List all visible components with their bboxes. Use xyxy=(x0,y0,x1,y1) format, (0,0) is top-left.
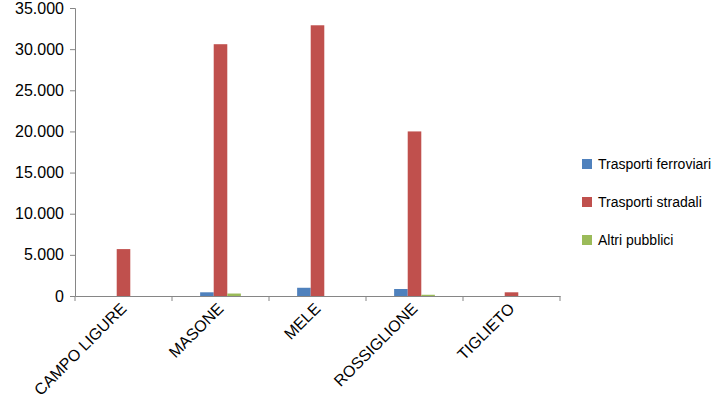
x-separator xyxy=(269,296,270,301)
y-axis: 0 5.000 10.000 15.000 20.000 25.000 30.000 35.0… xyxy=(15,0,75,305)
bar xyxy=(130,296,144,297)
chart: 0 5.000 10.000 15.000 20.000 25.000 30.000 35.0… xyxy=(0,0,717,414)
legend-label: Trasporti stradali xyxy=(598,194,702,210)
legend-item: Trasporti ferroviari xyxy=(582,156,711,172)
legend: Trasporti ferroviari Trasporti stradali Al… xyxy=(582,156,711,248)
bar xyxy=(311,25,325,296)
bar xyxy=(214,44,228,296)
x-tick-label: ROSSIGLIONE xyxy=(331,300,421,390)
bar xyxy=(324,296,338,297)
legend-swatch xyxy=(582,159,592,169)
bar xyxy=(200,292,214,296)
y-tick-mark xyxy=(70,49,75,50)
y-tick: 5.000 xyxy=(24,246,75,263)
bar xyxy=(103,296,117,297)
legend-swatch xyxy=(582,197,592,207)
y-tick: 15.000 xyxy=(15,164,75,181)
x-separator xyxy=(172,296,173,301)
y-tick-mark xyxy=(70,8,75,9)
y-axis-line xyxy=(70,9,76,297)
x-separator xyxy=(463,296,464,301)
x-axis-line xyxy=(76,296,561,297)
x-separator xyxy=(366,296,367,301)
y-tick: 0 xyxy=(55,288,75,305)
y-tick: 30.000 xyxy=(15,41,75,58)
y-tick-label: 20.000 xyxy=(15,123,64,140)
y-tick-mark xyxy=(70,131,75,132)
x-tick: CAMPO LIGURE xyxy=(31,296,130,398)
x-tick: TIGLIETO xyxy=(454,296,517,363)
legend-item: Trasporti stradali xyxy=(582,194,702,210)
legend-swatch xyxy=(582,235,592,245)
y-tick-label: 5.000 xyxy=(24,246,64,263)
x-tick-label: TIGLIETO xyxy=(454,300,517,363)
x-separators xyxy=(75,296,560,301)
y-tick-label: 25.000 xyxy=(15,82,64,99)
series xyxy=(200,288,408,296)
y-tick-mark xyxy=(70,90,75,91)
x-tick-label: CAMPO LIGURE xyxy=(31,300,130,399)
bar xyxy=(297,288,311,296)
y-tick: 10.000 xyxy=(15,205,75,222)
x-tick: ROSSIGLIONE xyxy=(331,296,421,390)
bar xyxy=(421,295,435,296)
bar xyxy=(227,294,241,296)
legend-label: Altri pubblici xyxy=(598,232,673,248)
y-tick-label: 15.000 xyxy=(15,164,64,181)
bars xyxy=(117,25,519,296)
legend-label: Trasporti ferroviari xyxy=(598,156,711,172)
y-tick: 25.000 xyxy=(15,82,75,99)
legend-item: Altri pubblici xyxy=(582,232,673,248)
x-tick-label: MASONE xyxy=(166,300,227,361)
x-tick: MELE xyxy=(281,296,324,343)
bar xyxy=(394,289,408,296)
x-tick: MASONE xyxy=(166,296,227,361)
x-separator xyxy=(75,296,76,301)
bar xyxy=(491,296,505,297)
y-tick: 20.000 xyxy=(15,123,75,140)
x-separator xyxy=(560,296,561,301)
bar xyxy=(117,249,131,296)
series xyxy=(117,25,519,296)
plot: 0 5.000 10.000 15.000 20.000 25.000 30.000 35.0… xyxy=(15,0,560,398)
y-tick-label: 0 xyxy=(55,288,64,305)
y-tick-label: 35.000 xyxy=(15,0,64,17)
y-tick-mark xyxy=(70,173,75,174)
bar xyxy=(518,296,532,297)
y-tick-label: 30.000 xyxy=(15,41,64,58)
x-axis: CAMPO LIGURE MASONE MELEROSSIGLIONE TIGLIET… xyxy=(31,296,561,398)
bar xyxy=(505,292,519,296)
y-tick-label: 10.000 xyxy=(15,205,64,222)
bar xyxy=(408,131,422,296)
series xyxy=(227,294,435,296)
y-tick-mark xyxy=(70,255,75,256)
x-tick-label: MELE xyxy=(281,300,324,343)
y-tick-mark xyxy=(70,214,75,215)
y-tick-mark xyxy=(70,296,75,297)
y-tick: 35.000 xyxy=(15,0,75,17)
